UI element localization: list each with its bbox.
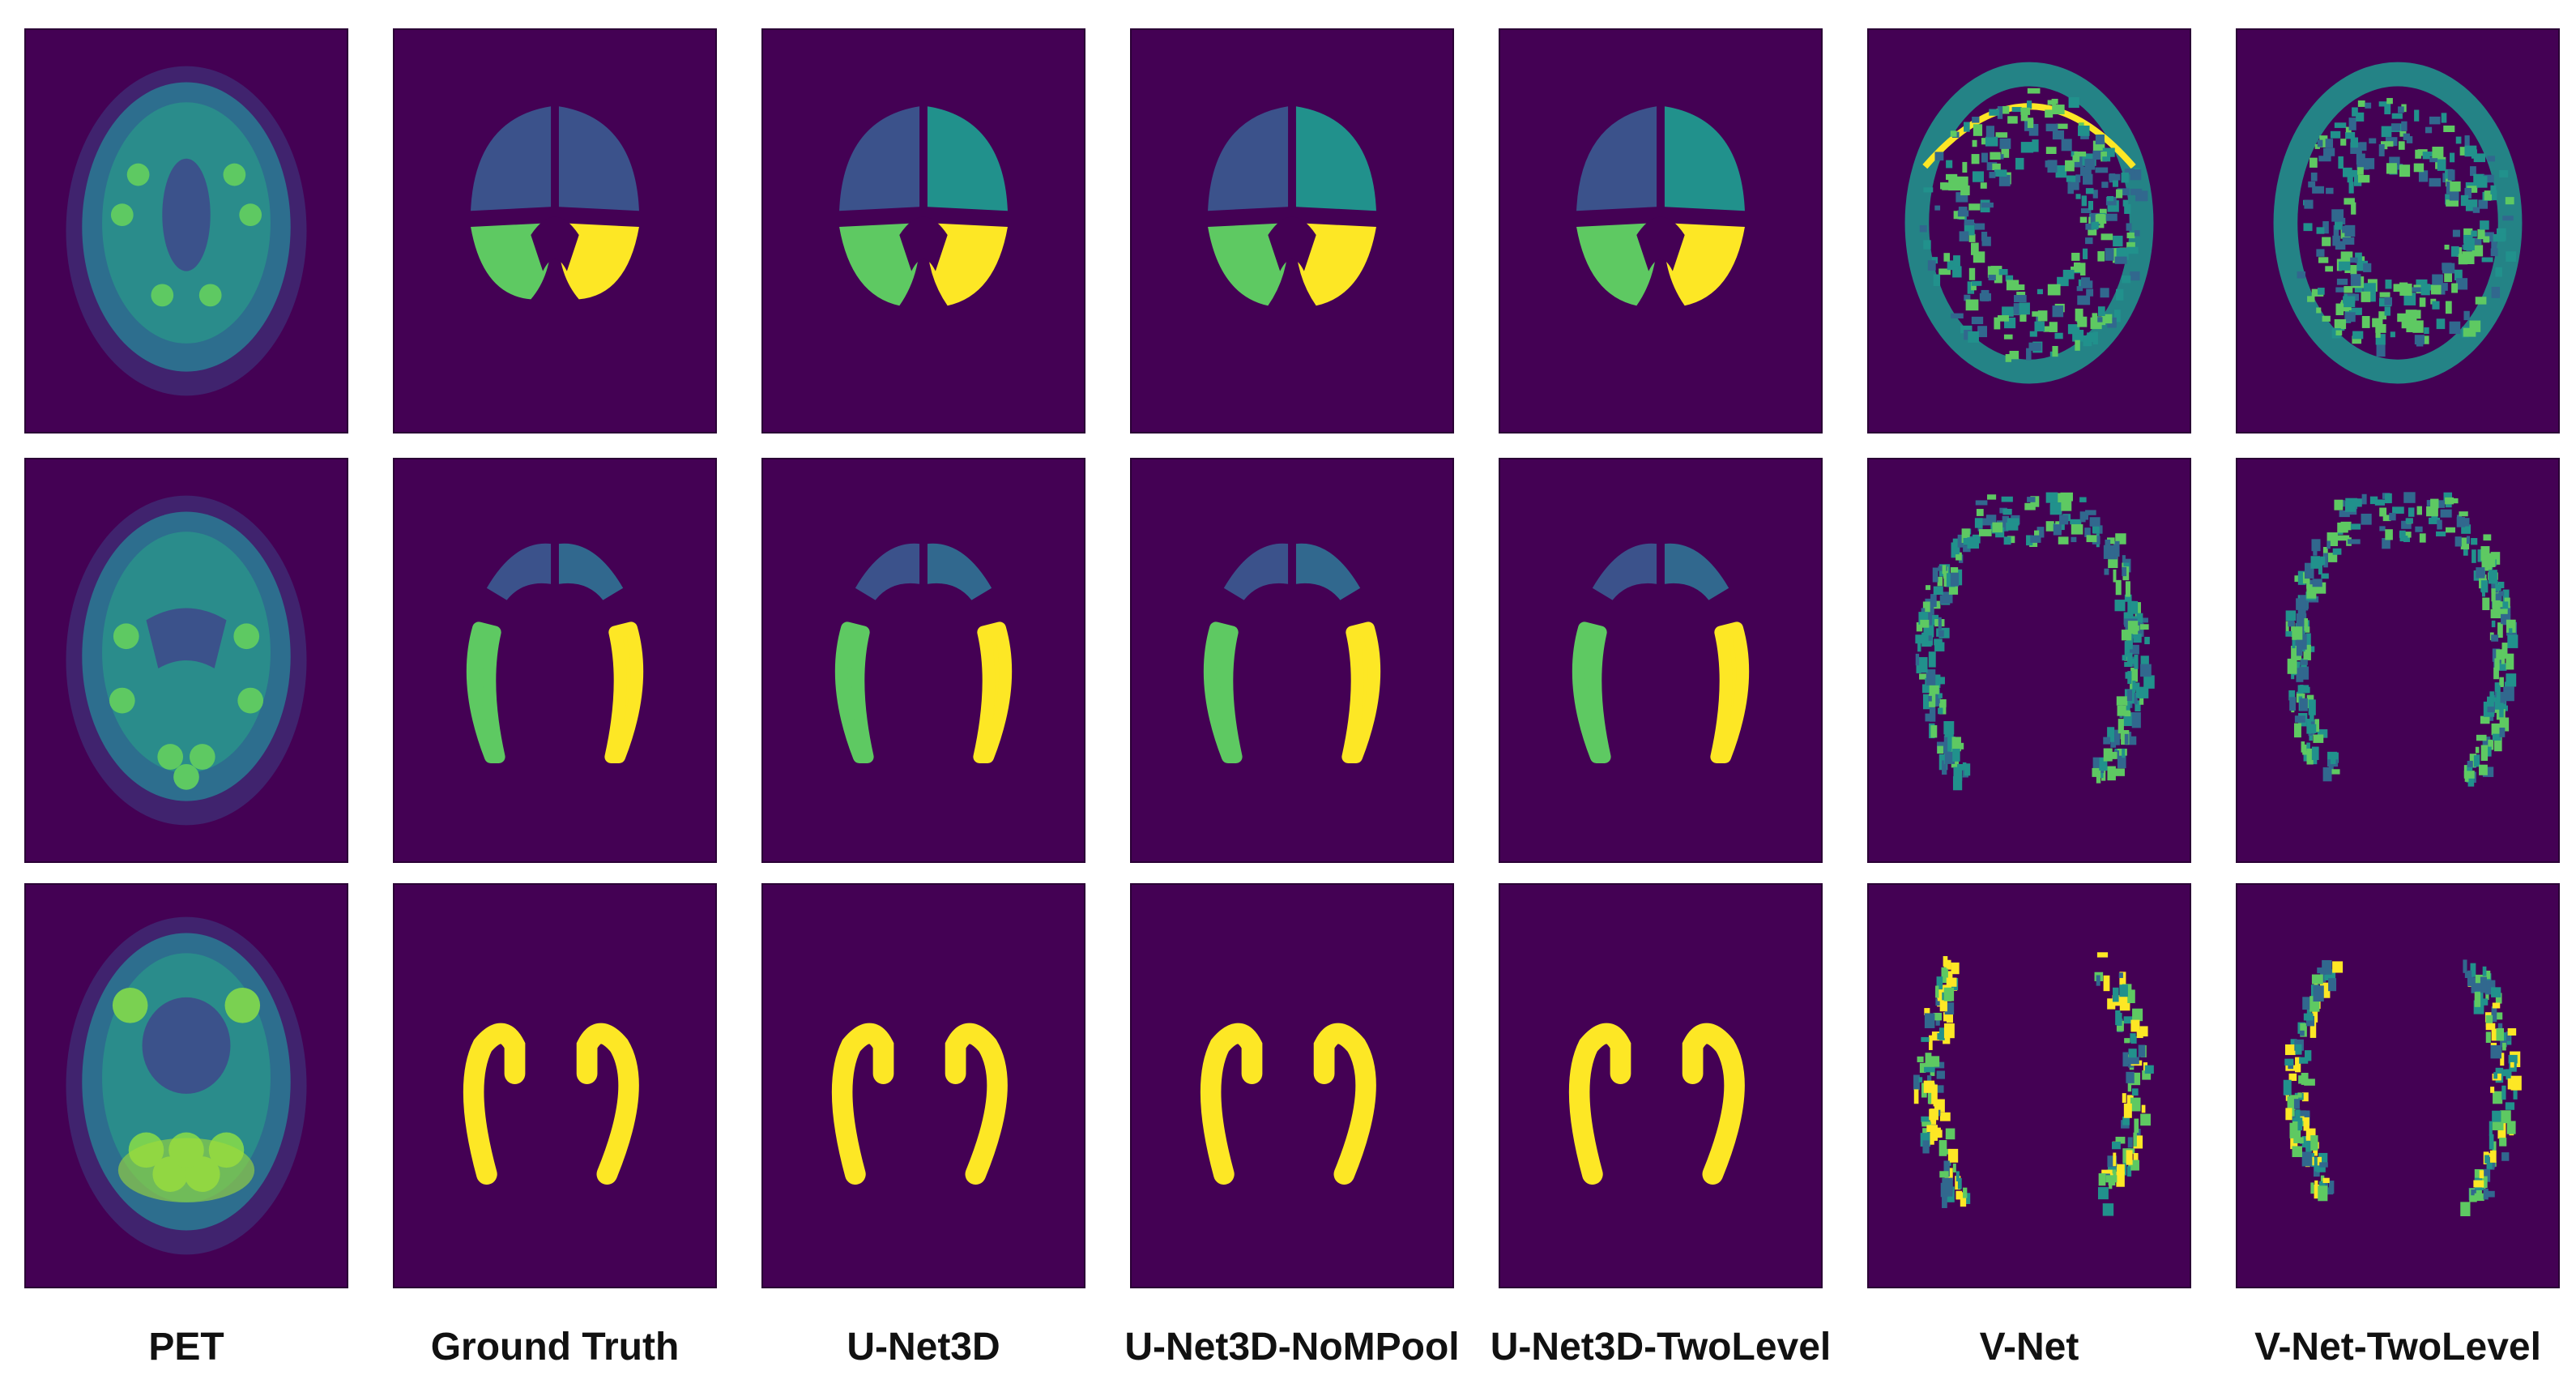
region-right bbox=[1313, 1023, 1376, 1185]
slice-image bbox=[395, 30, 715, 432]
caption-unet3d_twolevel: U-Net3D-TwoLevel bbox=[1490, 1326, 1832, 1369]
frontal-left bbox=[1208, 106, 1289, 211]
slice-image bbox=[1500, 459, 1821, 861]
panel-unet3d_nompool-slice-1 bbox=[1130, 28, 1454, 433]
slice-image bbox=[26, 459, 347, 861]
slice-image bbox=[395, 459, 715, 861]
temporal-left bbox=[834, 621, 874, 763]
panel-pet-slice-3 bbox=[24, 883, 348, 1288]
frontal-left bbox=[486, 543, 552, 600]
region-left bbox=[1200, 1023, 1263, 1185]
panel-ground_truth-slice-3 bbox=[393, 883, 717, 1288]
frontal-right bbox=[558, 543, 624, 600]
panel-unet3d-slice-3 bbox=[761, 883, 1085, 1288]
panel-unet3d_nompool-slice-2 bbox=[1130, 458, 1454, 863]
frontal-left bbox=[1592, 543, 1657, 600]
frontal-right bbox=[1295, 543, 1361, 600]
parietal-right bbox=[1664, 223, 1745, 306]
slice-image bbox=[2237, 459, 2558, 861]
parietal-right bbox=[558, 223, 639, 300]
temporal-left bbox=[466, 621, 505, 763]
region-left bbox=[1568, 1023, 1631, 1185]
panel-unet3d_nompool-slice-3 bbox=[1130, 883, 1454, 1288]
slice-image bbox=[2237, 885, 2558, 1287]
slice-image bbox=[26, 885, 347, 1287]
slice-image bbox=[1869, 30, 2190, 432]
frontal-left bbox=[471, 106, 552, 211]
caption-pet: PET bbox=[148, 1326, 224, 1369]
slice-image bbox=[1132, 459, 1452, 861]
region-right bbox=[576, 1023, 639, 1185]
panel-unet3d_twolevel-slice-3 bbox=[1499, 883, 1823, 1288]
panel-vnet_twolevel-slice-2 bbox=[2236, 458, 2560, 863]
parietal-left bbox=[1208, 223, 1289, 306]
slice-image bbox=[26, 30, 347, 432]
frontal-right bbox=[1664, 543, 1729, 600]
region-right bbox=[945, 1023, 1008, 1185]
frontal-left bbox=[839, 106, 920, 211]
slice-image bbox=[1500, 885, 1821, 1287]
parietal-right bbox=[927, 223, 1008, 306]
temporal-right bbox=[973, 621, 1013, 763]
caption-vnet_twolevel: V-Net-TwoLevel bbox=[2254, 1326, 2541, 1369]
caption-vnet: V-Net bbox=[1979, 1326, 2079, 1369]
frontal-left bbox=[1576, 106, 1657, 211]
panel-vnet-slice-1 bbox=[1867, 28, 2191, 433]
slice-image bbox=[1869, 885, 2190, 1287]
slice-image bbox=[1500, 30, 1821, 432]
panel-ground_truth-slice-2 bbox=[393, 458, 717, 863]
caption-unet3d: U-Net3D bbox=[847, 1326, 1000, 1369]
panel-vnet-slice-3 bbox=[1867, 883, 2191, 1288]
caption-ground_truth: Ground Truth bbox=[430, 1326, 680, 1369]
temporal-right bbox=[1341, 621, 1381, 763]
panel-ground_truth-slice-1 bbox=[393, 28, 717, 433]
panel-unet3d-slice-2 bbox=[761, 458, 1085, 863]
parietal-left bbox=[839, 223, 920, 306]
slice-image bbox=[763, 30, 1084, 432]
slice-image bbox=[1132, 885, 1452, 1287]
panel-unet3d_twolevel-slice-1 bbox=[1499, 28, 1823, 433]
slice-image bbox=[1132, 30, 1452, 432]
panel-unet3d-slice-1 bbox=[761, 28, 1085, 433]
temporal-left bbox=[1203, 621, 1243, 763]
panel-vnet-slice-2 bbox=[1867, 458, 2191, 863]
frontal-left bbox=[855, 543, 920, 600]
panel-pet-slice-2 bbox=[24, 458, 348, 863]
temporal-right bbox=[1710, 621, 1750, 763]
panel-vnet_twolevel-slice-3 bbox=[2236, 883, 2560, 1288]
parietal-left bbox=[1576, 223, 1657, 306]
panel-pet-slice-1 bbox=[24, 28, 348, 433]
parietal-right bbox=[1295, 223, 1376, 306]
slice-image bbox=[763, 885, 1084, 1287]
frontal-right bbox=[927, 106, 1008, 211]
panel-unet3d_twolevel-slice-2 bbox=[1499, 458, 1823, 863]
frontal-right bbox=[558, 106, 639, 211]
slice-image bbox=[395, 885, 715, 1287]
slice-image bbox=[1869, 459, 2190, 861]
slice-image bbox=[763, 459, 1084, 861]
temporal-right bbox=[604, 621, 644, 763]
caption-unet3d_nompool: U-Net3D-NoMPool bbox=[1124, 1326, 1460, 1369]
parietal-left bbox=[471, 223, 552, 300]
panel-vnet_twolevel-slice-1 bbox=[2236, 28, 2560, 433]
region-right bbox=[1682, 1023, 1745, 1185]
frontal-left bbox=[1223, 543, 1289, 600]
frontal-right bbox=[1295, 106, 1376, 211]
frontal-right bbox=[927, 543, 992, 600]
frontal-right bbox=[1664, 106, 1745, 211]
slice-image bbox=[2237, 30, 2558, 432]
region-left bbox=[463, 1023, 526, 1185]
temporal-left bbox=[1572, 621, 1611, 763]
region-left bbox=[831, 1023, 894, 1185]
